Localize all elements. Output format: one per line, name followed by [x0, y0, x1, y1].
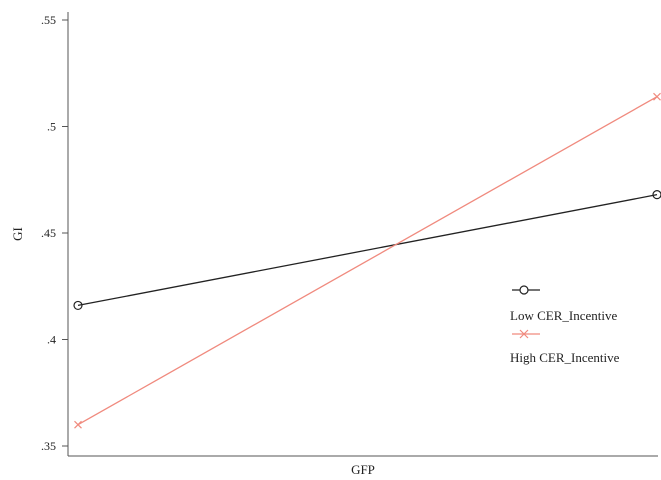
- series-high-cer-incentive: [74, 92, 661, 429]
- y-tick-label: .4: [47, 333, 56, 347]
- x-axis-title: GFP: [351, 462, 375, 477]
- low-cer-incentive-line: [77, 194, 658, 307]
- y-axis-title: GI: [10, 227, 25, 241]
- y-axis-ticks: .35 .4 .45 .5 .55: [41, 13, 68, 453]
- y-tick: .5: [47, 120, 68, 134]
- y-tick: .45: [41, 226, 68, 240]
- low-cer-incentive-point: [73, 300, 83, 311]
- legend: Low CER_Incentive High CER_Incentive: [510, 285, 620, 365]
- high-cer-incentive-line: [77, 96, 658, 426]
- series-low-cer-incentive: [73, 190, 661, 311]
- y-tick-label: .5: [47, 120, 56, 134]
- high-cer-incentive-point: [74, 420, 82, 429]
- y-tick: .35: [41, 439, 68, 453]
- legend-swatch-low-marker: [519, 285, 529, 295]
- low-cer-incentive-point: [652, 190, 661, 200]
- y-tick: .55: [41, 13, 68, 27]
- y-tick: .4: [47, 333, 68, 347]
- y-tick-label: .35: [41, 439, 56, 453]
- high-cer-incentive-point: [653, 92, 661, 101]
- y-tick-label: .55: [41, 13, 56, 27]
- y-tick-label: .45: [41, 226, 56, 240]
- legend-label-high: High CER_Incentive: [510, 350, 620, 365]
- legend-label-low: Low CER_Incentive: [510, 308, 617, 323]
- legend-swatch-high-marker: [519, 329, 529, 339]
